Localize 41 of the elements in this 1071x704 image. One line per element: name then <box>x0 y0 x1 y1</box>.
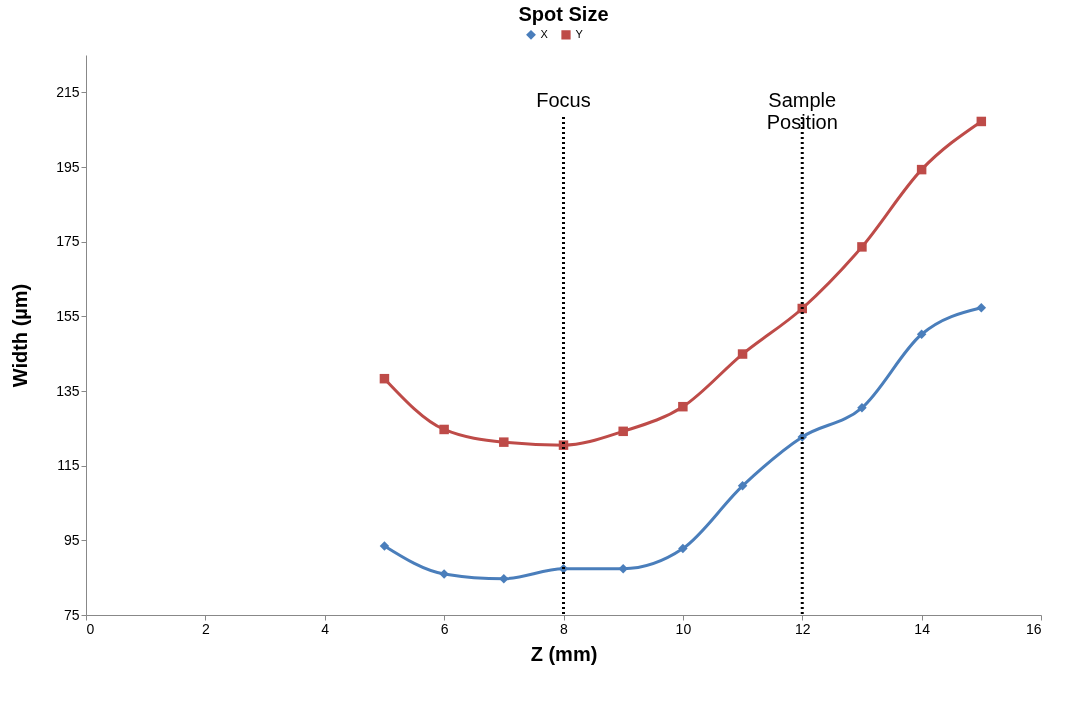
point <box>916 164 927 175</box>
y-tick-label: 155 <box>56 307 80 324</box>
chart-title: Spot Size <box>518 3 609 25</box>
x-tick-label: 10 <box>675 620 692 637</box>
x-tick-label: 12 <box>794 620 811 637</box>
x-tick-label: 0 <box>86 620 95 637</box>
point <box>499 437 509 447</box>
point <box>439 424 449 435</box>
point <box>379 541 390 551</box>
point <box>857 242 867 252</box>
y-tick-label: 75 <box>63 606 80 623</box>
x-tick-label: 4 <box>321 620 330 637</box>
legend-label: Y <box>575 27 584 40</box>
ref-line-label: Sample Position <box>766 89 838 133</box>
x-tick-label: 14 <box>914 620 931 637</box>
y-tick-label: 115 <box>57 457 80 474</box>
x-axis-title: Z (mm) <box>530 642 598 665</box>
point <box>618 563 628 574</box>
point <box>499 574 509 584</box>
point <box>737 349 748 359</box>
point <box>737 481 748 491</box>
x-tick-label: 16 <box>1025 620 1042 637</box>
point <box>916 329 927 339</box>
x-tick-label: 6 <box>440 620 449 637</box>
y-tick-label: 135 <box>56 382 80 399</box>
point <box>857 403 867 413</box>
y-tick-label: 175 <box>56 233 80 250</box>
point <box>379 373 390 384</box>
ref-line-label: Focus <box>536 89 591 111</box>
y-tick-label: 195 <box>56 158 80 175</box>
point <box>976 303 987 313</box>
y-tick-label: 215 <box>56 83 80 100</box>
y-axis-title: Width (µm) <box>9 283 32 388</box>
point <box>618 426 628 437</box>
x-tick-label: 2 <box>201 620 210 637</box>
x-tick-label: 8 <box>560 620 569 637</box>
y-tick-label: 95 <box>63 531 80 548</box>
point <box>976 116 987 127</box>
legend-label: X <box>540 27 549 40</box>
point <box>678 401 688 412</box>
point <box>678 543 688 554</box>
